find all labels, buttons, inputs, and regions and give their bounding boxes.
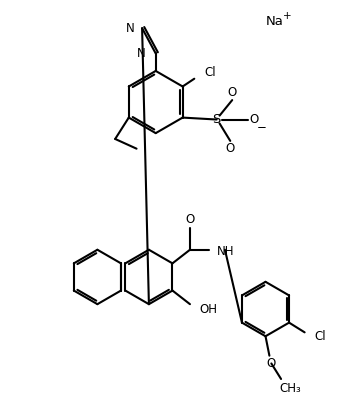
Text: OH: OH	[200, 303, 218, 316]
Text: S: S	[212, 113, 221, 126]
Text: NH: NH	[217, 245, 235, 258]
Text: O: O	[185, 213, 195, 226]
Text: O: O	[249, 113, 258, 126]
Text: O: O	[226, 142, 235, 155]
Text: N: N	[126, 22, 134, 35]
Text: Cl: Cl	[204, 66, 216, 79]
Text: Na: Na	[266, 15, 283, 28]
Text: N: N	[137, 47, 146, 60]
Text: CH₃: CH₃	[279, 382, 301, 394]
Text: +: +	[283, 11, 292, 20]
Text: Cl: Cl	[314, 330, 326, 343]
Text: O: O	[228, 86, 237, 99]
Text: −: −	[256, 121, 266, 134]
Text: O: O	[267, 357, 276, 370]
